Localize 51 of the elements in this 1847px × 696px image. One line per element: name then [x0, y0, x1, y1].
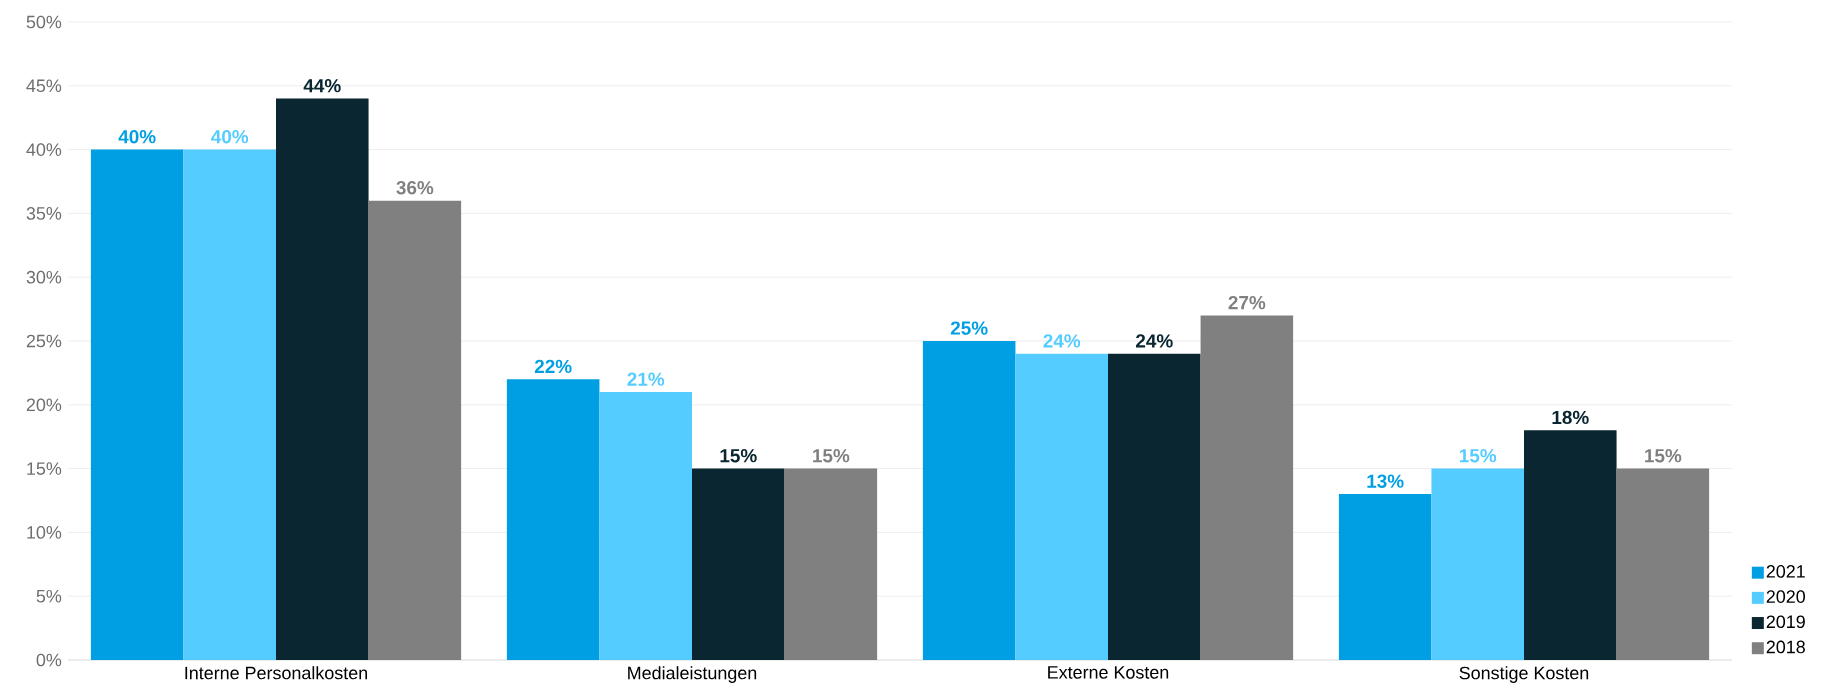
- data-label: 40%: [211, 129, 249, 144]
- y-tick-label: 25%: [26, 334, 62, 348]
- data-label: 40%: [118, 129, 156, 144]
- x-tick-label: Interne Personalkosten: [185, 666, 368, 680]
- y-tick-label: 45%: [26, 79, 62, 93]
- x-tick-label: Medialeistungen: [628, 666, 757, 683]
- legend-label: 2019: [1766, 615, 1805, 629]
- data-label: 22%: [534, 359, 572, 374]
- bar: [599, 392, 692, 660]
- data-label: 27%: [1228, 295, 1266, 310]
- bar: [276, 98, 369, 660]
- data-label: 24%: [1136, 334, 1173, 348]
- data-label: 21%: [627, 372, 665, 386]
- bar: [90, 149, 184, 660]
- bar: [1015, 353, 1108, 660]
- y-tick-label: 30%: [26, 270, 62, 284]
- data-label: 15%: [813, 449, 850, 463]
- bar: [692, 468, 785, 660]
- bar: [1524, 430, 1617, 660]
- data-label: 15%: [1645, 449, 1682, 463]
- y-tick-label: 10%: [27, 526, 62, 539]
- legend-label: 2021: [1766, 565, 1805, 578]
- bar: [1616, 468, 1710, 660]
- y-tick-label: 5%: [36, 589, 62, 603]
- legend-label: 2018: [1766, 640, 1805, 654]
- bar: [1108, 353, 1201, 660]
- y-tick-label: 20%: [26, 398, 62, 412]
- bar: [922, 341, 1016, 660]
- bar: [784, 468, 878, 660]
- bar: [1338, 494, 1432, 660]
- data-label: 44%: [303, 79, 341, 93]
- bar: [368, 200, 462, 660]
- y-tick-label: 35%: [26, 207, 62, 220]
- bar: [1431, 468, 1525, 660]
- y-tick-label: 50%: [26, 15, 62, 29]
- y-tick-label: 40%: [26, 143, 62, 156]
- bar: [1200, 315, 1294, 660]
- data-label: 13%: [1367, 474, 1404, 488]
- legend-label: 2020: [1766, 590, 1806, 603]
- data-label: 18%: [1552, 410, 1589, 425]
- x-tick-label: Sonstige Kosten: [1459, 666, 1589, 683]
- bar: [183, 149, 276, 660]
- data-label: 24%: [1043, 334, 1081, 348]
- data-label: 25%: [950, 321, 988, 335]
- y-tick-label: 15%: [27, 462, 62, 475]
- bar: [506, 379, 600, 660]
- data-label: 15%: [720, 449, 757, 463]
- data-label: 36%: [396, 181, 434, 195]
- y-tick-label: 0%: [36, 653, 62, 667]
- x-tick-label: Externe Kosten: [1048, 666, 1169, 679]
- data-label: 15%: [1459, 449, 1497, 463]
